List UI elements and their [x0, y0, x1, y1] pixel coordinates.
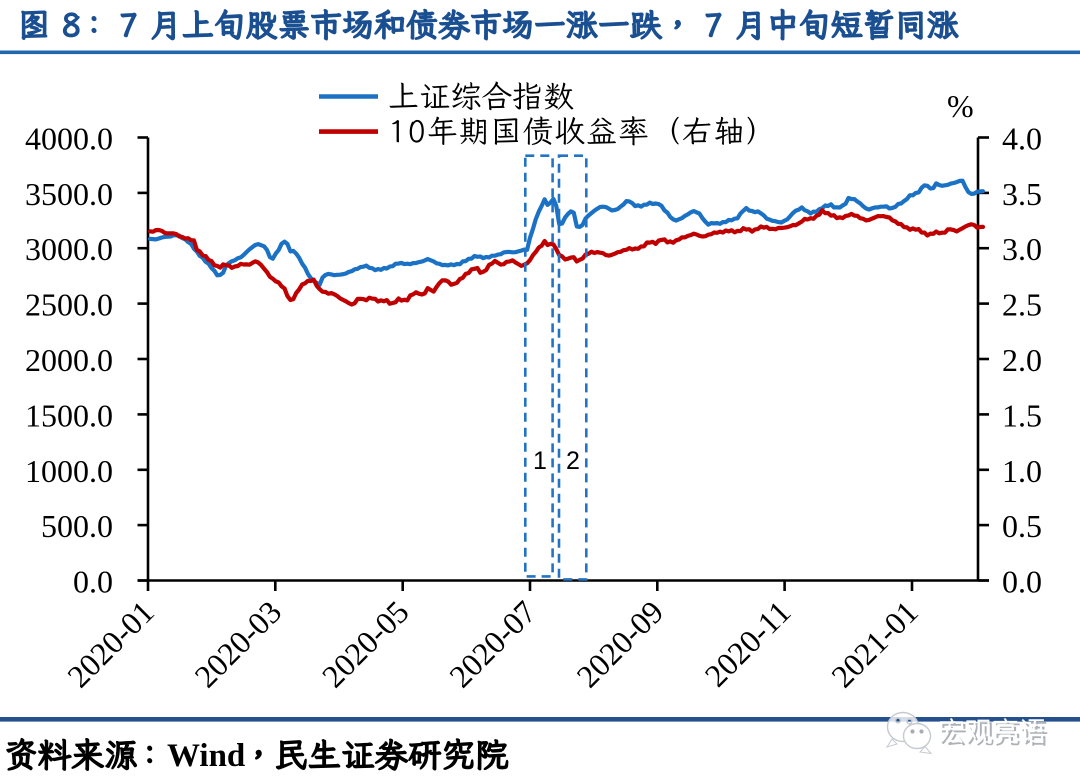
svg-text:500.0: 500.0: [41, 508, 113, 544]
svg-text:0.0: 0.0: [1002, 564, 1042, 600]
svg-text:1000.0: 1000.0: [25, 453, 113, 489]
svg-text:2.0: 2.0: [1002, 342, 1042, 378]
svg-text:2500.0: 2500.0: [25, 287, 113, 323]
svg-text:%: %: [947, 88, 974, 124]
svg-text:3000.0: 3000.0: [25, 231, 113, 267]
svg-text:Wind: Wind: [167, 738, 245, 774]
svg-text:4.0: 4.0: [1002, 121, 1042, 157]
svg-text:4000.0: 4000.0: [25, 121, 113, 157]
svg-text:1: 1: [533, 447, 547, 475]
svg-text:3.5: 3.5: [1002, 176, 1042, 212]
svg-text:2: 2: [566, 447, 580, 475]
svg-text:3500.0: 3500.0: [25, 176, 113, 212]
svg-text:2000.0: 2000.0: [25, 342, 113, 378]
svg-text:3.0: 3.0: [1002, 231, 1042, 267]
svg-text:0.5: 0.5: [1002, 508, 1042, 544]
svg-text:1.5: 1.5: [1002, 397, 1042, 433]
svg-text:0.0: 0.0: [73, 564, 113, 600]
svg-text:1500.0: 1500.0: [25, 397, 113, 433]
svg-text:1.0: 1.0: [1002, 453, 1042, 489]
svg-text:2.5: 2.5: [1002, 287, 1042, 323]
